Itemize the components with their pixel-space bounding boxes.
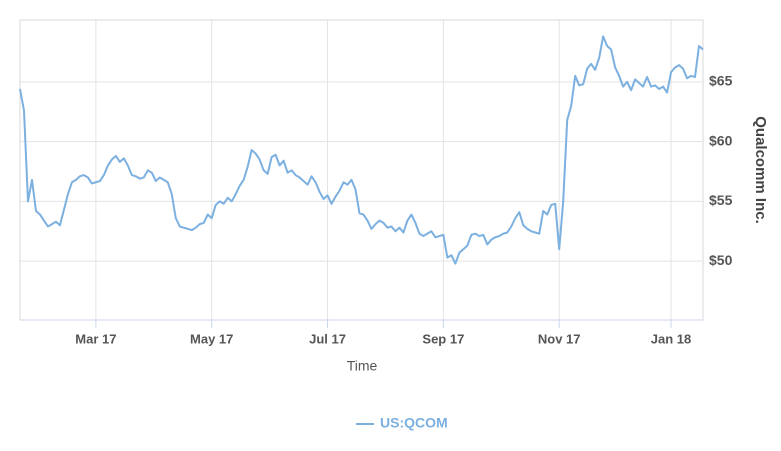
x-axis-title: Time [347, 358, 378, 374]
y-tick-label: $50 [709, 252, 733, 268]
x-tick-label: Mar 17 [75, 331, 116, 346]
y-tick-label: $60 [709, 132, 733, 148]
x-tick-label: Sep 17 [422, 331, 464, 346]
legend-label: US:QCOM [380, 415, 448, 431]
x-tick-label: Jul 17 [309, 331, 346, 346]
x-tick-label: Nov 17 [538, 331, 581, 346]
y-axis-title: Qualcomm Inc. [752, 116, 769, 224]
y-tick-label: $55 [709, 192, 733, 208]
series-line [19, 35, 704, 265]
x-tick-label: Jan 18 [651, 331, 691, 346]
plot-area [19, 19, 704, 321]
x-tick-label: May 17 [190, 331, 233, 346]
y-tick-label: $65 [709, 73, 733, 89]
